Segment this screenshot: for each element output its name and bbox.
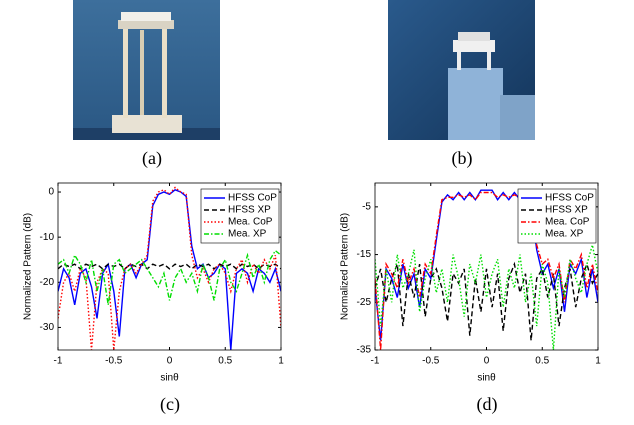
x-tick-label: -1	[371, 356, 380, 367]
legend-label: HFSS XP	[228, 205, 271, 216]
x-tick-label: 0	[167, 356, 173, 367]
x-axis-label: sinθ	[160, 373, 179, 384]
plot-frame	[57, 182, 282, 351]
legend-label: Mea. CoP	[228, 217, 273, 228]
legend-label: Mea. XP	[545, 229, 584, 240]
plot-frame	[374, 182, 599, 351]
x-tick-label: -0.5	[422, 356, 440, 367]
y-tick-label: -30	[40, 322, 55, 333]
x-tick-label: -1	[54, 356, 63, 367]
y-tick-label: -5	[362, 201, 371, 212]
y-tick-label: -15	[357, 249, 372, 260]
y-tick-label: 0	[48, 187, 54, 198]
x-axis-label: sinθ	[477, 373, 496, 384]
series-line	[58, 249, 281, 306]
photo-b	[388, 0, 535, 140]
series-line	[58, 186, 281, 350]
legend-label: HFSS XP	[545, 205, 588, 216]
x-tick-label: 1	[595, 356, 601, 367]
x-tick-label: 0	[484, 356, 490, 367]
series-line	[58, 263, 281, 270]
caption: (b)	[452, 148, 473, 169]
x-tick-label: 1	[278, 356, 284, 367]
y-tick-label: -25	[357, 297, 372, 308]
y-axis-label: Normalized Pattern (dB)	[23, 213, 34, 320]
caption: (c)	[160, 394, 180, 415]
legend-label: HFSS CoP	[545, 193, 594, 204]
y-tick-label: -20	[40, 277, 55, 288]
y-axis-label: Normalized Pattern (dB)	[340, 213, 351, 320]
series-line	[375, 189, 598, 341]
legend-label: HFSS CoP	[228, 193, 277, 204]
series-line	[375, 261, 598, 341]
y-tick-label: -35	[357, 345, 372, 356]
x-tick-label: 0.5	[535, 356, 549, 367]
caption: (d)	[477, 394, 498, 415]
y-tick-label: -10	[40, 232, 55, 243]
series-line	[375, 191, 598, 350]
x-tick-label: -0.5	[105, 356, 123, 367]
x-tick-label: 0.5	[218, 356, 232, 367]
legend-label: Mea. XP	[228, 229, 267, 240]
legend-label: Mea. CoP	[545, 217, 590, 228]
caption: (a)	[142, 148, 162, 169]
photo-a	[73, 0, 220, 140]
